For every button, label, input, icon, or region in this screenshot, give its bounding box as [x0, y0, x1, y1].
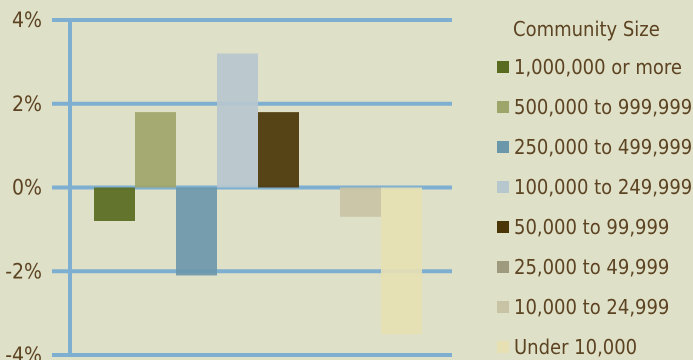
legend-label: Under 10,000 — [514, 335, 637, 359]
legend-label: 500,000 to 999,999 — [514, 95, 692, 119]
y-tick-label: -4% — [5, 343, 42, 360]
legend-swatch — [497, 61, 509, 73]
legend-label: 1,000,000 or more — [514, 55, 682, 79]
legend-label: 25,000 to 49,999 — [514, 255, 669, 279]
legend-swatch — [497, 301, 509, 313]
legend-item: 1,000,000 or more — [497, 55, 682, 79]
y-tick-labels: 4% 2% 0% -2% -4% — [5, 8, 42, 360]
bars — [94, 53, 422, 335]
legend-item: 25,000 to 49,999 — [497, 255, 669, 279]
bar-5 — [258, 112, 299, 188]
legend-swatch — [497, 221, 509, 233]
legend-items: 1,000,000 or more 500,000 to 999,999 250,0… — [497, 55, 692, 359]
y-tick-label: -2% — [5, 259, 42, 283]
legend-item: 50,000 to 99,999 — [497, 215, 669, 239]
legend-swatch — [497, 181, 509, 193]
legend-item: 250,000 to 499,999 — [497, 135, 692, 159]
legend-item: 500,000 to 999,999 — [497, 95, 692, 119]
legend-item: Under 10,000 — [497, 335, 637, 359]
y-tick-label: 4% — [12, 8, 42, 32]
legend-swatch — [497, 101, 509, 113]
bar-3 — [176, 187, 217, 276]
bar-4 — [217, 53, 258, 188]
legend-title: Community Size — [513, 17, 660, 41]
y-tick-label: 2% — [12, 92, 42, 116]
legend-swatch — [497, 141, 509, 153]
y-tick-label: 0% — [12, 176, 42, 200]
bar-2 — [135, 112, 176, 188]
bar-8 — [381, 187, 422, 335]
legend: Community Size 1,000,000 or more 500,000 … — [497, 17, 692, 359]
legend-item: 10,000 to 24,999 — [497, 295, 669, 319]
bar-7 — [340, 187, 381, 217]
legend-item: 100,000 to 249,999 — [497, 175, 692, 199]
legend-label: 10,000 to 24,999 — [514, 295, 669, 319]
legend-label: 50,000 to 99,999 — [514, 215, 669, 239]
legend-label: 250,000 to 499,999 — [514, 135, 692, 159]
bar-1 — [94, 187, 135, 221]
legend-swatch — [497, 341, 509, 353]
legend-swatch — [497, 261, 509, 273]
legend-label: 100,000 to 249,999 — [514, 175, 692, 199]
